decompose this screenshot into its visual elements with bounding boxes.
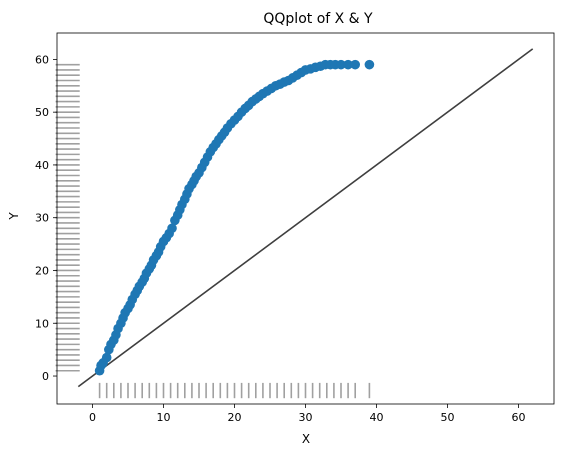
x-tick-label: 50	[441, 411, 455, 424]
qq-point	[343, 59, 353, 70]
x-tick-label: 60	[512, 411, 526, 424]
x-axis-label: X	[302, 432, 310, 446]
y-tick-label: 30	[35, 212, 49, 225]
qq-point	[336, 59, 346, 70]
y-axis: 0 10 20 30 40 50 60	[35, 53, 57, 383]
y-tick-label: 60	[35, 53, 49, 66]
chart-title: QQplot of X & Y	[263, 11, 373, 27]
plot-marks	[55, 48, 534, 399]
y-tick-label: 0	[42, 370, 49, 383]
y-tick-label: 20	[35, 264, 49, 277]
qq-point	[167, 223, 177, 234]
x-axis: 0 10 20 30 40 50 60	[89, 404, 526, 424]
qq-point	[364, 59, 375, 70]
y-tick-label: 40	[35, 159, 49, 172]
x-tick-label: 40	[370, 411, 384, 424]
y-tick-label: 10	[35, 317, 49, 330]
y-axis-label: Y	[7, 212, 21, 221]
y-tick-label: 50	[35, 106, 49, 119]
x-tick-label: 10	[157, 411, 171, 424]
x-tick-label: 0	[89, 411, 96, 424]
qq-point	[101, 352, 112, 363]
x-tick-label: 30	[299, 411, 313, 424]
reference-line	[77, 48, 534, 388]
qq-point	[350, 59, 361, 70]
x-tick-label: 20	[228, 411, 242, 424]
